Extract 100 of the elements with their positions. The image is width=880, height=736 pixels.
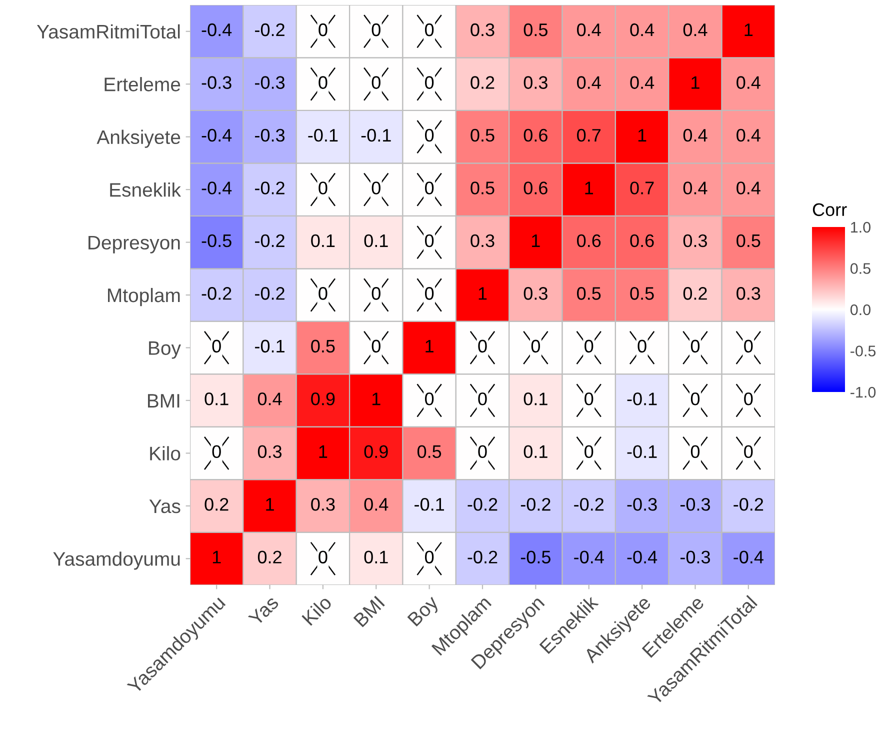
data-label: 0.3: [524, 287, 548, 300]
data-label: 0: [318, 287, 328, 300]
data-label: -0.1: [627, 392, 657, 406]
y-tick-label: Esneklik: [110, 182, 181, 197]
data-label: -0.4: [627, 550, 658, 564]
data-label: 0: [372, 23, 380, 36]
color-bar-label: 1.0: [851, 222, 870, 233]
data-label: -0.1: [255, 340, 284, 353]
color-bar-label: 0.5: [850, 263, 870, 274]
y-tick-label: Boy: [149, 341, 181, 359]
data-label: 0: [744, 445, 753, 458]
y-tick-label: Erteleme: [104, 77, 180, 92]
data-label: 0.1: [524, 392, 548, 406]
data-label: 0.2: [470, 76, 494, 89]
data-label: 0.2: [258, 550, 282, 564]
data-label: 0.4: [736, 182, 760, 194]
data-label: -0.3: [255, 128, 285, 142]
data-label: -0.3: [202, 76, 232, 89]
data-label: 0.1: [311, 234, 335, 248]
data-label: 0: [212, 445, 221, 458]
data-label: 0: [318, 23, 328, 36]
data-label: 0.6: [577, 234, 601, 248]
data-label: -0.2: [734, 498, 764, 511]
color-bar-title: Corr: [812, 203, 847, 216]
data-label: 0.3: [311, 498, 335, 511]
y-tick-label: Yas: [149, 500, 180, 514]
y-tick-label: BMI: [148, 394, 180, 408]
data-label: 0.7: [630, 182, 654, 194]
data-label: -0.4: [202, 23, 232, 36]
data-label: -0.1: [308, 128, 338, 142]
data-label: 0: [425, 392, 434, 406]
data-label: 0.5: [311, 340, 335, 353]
data-label: -0.3: [255, 76, 285, 89]
data-label: 0.9: [311, 392, 335, 406]
data-label: 0.3: [258, 445, 282, 458]
data-label: 0.5: [470, 128, 494, 142]
data-label: 0: [638, 340, 646, 353]
y-tick-label: Depresyon: [88, 236, 180, 254]
data-label: 0: [690, 445, 700, 458]
data-label: 1: [319, 445, 328, 458]
data-label: 0: [318, 76, 328, 89]
data-label: 0.4: [630, 76, 654, 89]
data-label: -0.2: [468, 550, 498, 564]
data-label: 0.1: [204, 392, 228, 406]
data-label: 0.4: [683, 128, 708, 142]
data-label: 0: [425, 234, 434, 248]
data-label: 0.5: [524, 23, 548, 36]
data-label: 0: [425, 182, 434, 194]
data-label: 0: [584, 340, 594, 353]
data-label: -0.2: [255, 182, 284, 194]
data-label: 0: [212, 340, 221, 353]
data-label: -0.2: [255, 23, 284, 36]
data-label: 0.2: [683, 287, 707, 300]
data-label: 0: [690, 392, 700, 406]
data-label: 0.9: [364, 445, 388, 458]
data-label: -0.2: [574, 498, 604, 511]
data-label: 0: [425, 76, 434, 89]
data-label: 0.6: [524, 128, 548, 142]
data-label: -0.2: [255, 287, 284, 300]
data-label: 0.7: [577, 128, 601, 142]
y-tick-label: Kilo: [150, 446, 180, 460]
color-bar-label: 0.0: [850, 304, 870, 316]
data-label: 0.5: [417, 445, 442, 458]
data-label: 0.1: [524, 445, 548, 458]
data-label: 1: [266, 498, 274, 511]
data-label: 0.4: [364, 498, 388, 511]
data-label: 0: [478, 445, 487, 458]
data-label: -0.1: [627, 445, 657, 458]
data-label: -0.3: [627, 498, 657, 511]
data-label: -0.3: [680, 550, 710, 564]
data-label: 0.3: [470, 234, 494, 248]
color-bar-label: -1.0: [850, 386, 876, 398]
data-label: 0: [372, 182, 380, 194]
data-label: 0: [318, 182, 328, 194]
data-label: 0: [372, 287, 380, 300]
y-tick-label: Anksiyete: [96, 130, 180, 148]
data-label: -0.2: [202, 287, 232, 300]
data-label: -0.2: [520, 498, 550, 511]
data-label: 0: [425, 128, 434, 142]
data-label: -0.2: [255, 234, 284, 248]
data-label: 0.4: [258, 392, 282, 406]
data-label: 1: [692, 76, 700, 89]
x-tick-label: BMI: [353, 596, 385, 628]
data-label: 0.5: [630, 287, 654, 300]
data-label: 0: [425, 550, 434, 564]
data-label: 0.5: [736, 234, 760, 248]
data-label: 0: [584, 392, 594, 406]
data-label: 0.1: [364, 234, 388, 248]
color-bar-label: -0.5: [850, 346, 876, 356]
data-label: 0.4: [683, 23, 708, 36]
data-label: 0.6: [524, 182, 548, 194]
data-label: 0: [425, 23, 434, 36]
data-label: 0.3: [736, 287, 760, 300]
data-label: 0.4: [577, 76, 601, 89]
data-label: -0.5: [202, 234, 232, 248]
data-label: 0.6: [630, 234, 654, 248]
data-label: 0.5: [577, 287, 601, 300]
data-label: 0.4: [577, 23, 601, 36]
data-label: -0.1: [414, 498, 444, 511]
data-label: 0: [531, 340, 540, 353]
